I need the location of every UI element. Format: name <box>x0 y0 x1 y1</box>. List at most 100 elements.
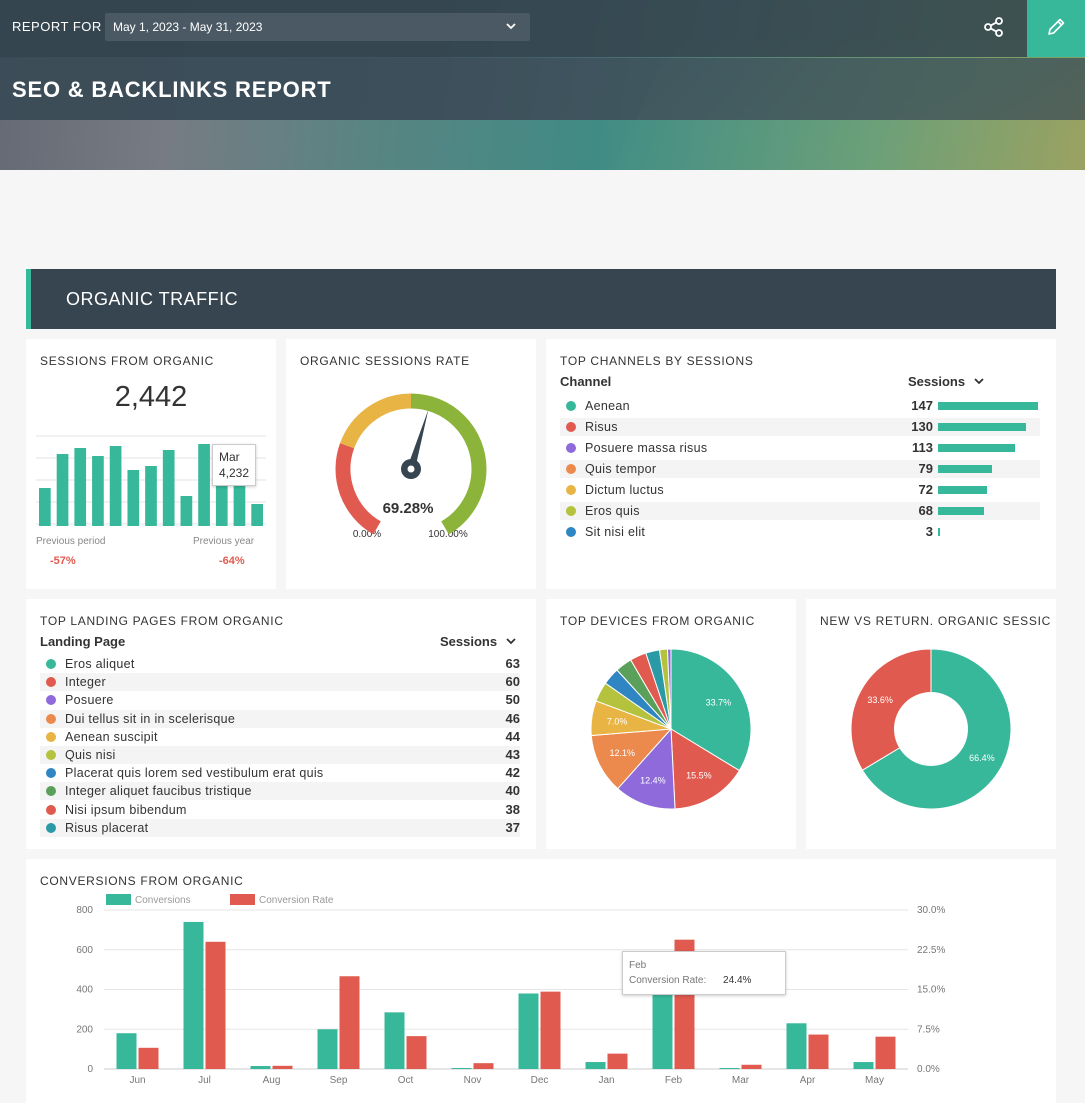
column-header-sessions[interactable]: Sessions <box>440 634 517 649</box>
bar-conversion-rate[interactable] <box>138 1047 159 1069</box>
bar-conversion-rate[interactable] <box>339 976 360 1069</box>
conversions-bar-chart[interactable]: Conversions Conversion Rate 0 0.0% 200 7.5% 40… <box>26 889 1056 1103</box>
item-label: Nisi ipsum bibendum <box>65 802 187 817</box>
bar-conversion-rate[interactable] <box>540 991 561 1069</box>
slice-label: 33.7% <box>706 697 732 707</box>
legend-dot <box>46 822 56 833</box>
bar[interactable] <box>215 486 228 526</box>
item-label: Aenean suscipit <box>65 729 158 744</box>
tooltip-value: 4,232 <box>219 466 250 480</box>
legend-dot <box>46 731 56 742</box>
edit-button[interactable] <box>1027 0 1085 57</box>
pie-slice[interactable] <box>670 648 752 772</box>
new-vs-return-donut-chart[interactable]: 66.4% 33.6% <box>806 639 1056 849</box>
column-header-label: Sessions <box>908 374 966 389</box>
list-item: Posuere 50 <box>40 691 520 709</box>
bar-conversion-rate[interactable] <box>473 1063 494 1069</box>
list-item: Dui tellus sit in in scelerisque 46 <box>40 709 520 728</box>
bar-conversions[interactable] <box>384 1012 405 1069</box>
donut-hole <box>894 692 968 766</box>
column-header-channel: Channel <box>560 374 612 389</box>
bar[interactable] <box>145 466 157 526</box>
bar[interactable] <box>39 488 51 526</box>
gauge-value: 69.28% <box>383 500 434 517</box>
bar-conversions[interactable] <box>518 993 539 1069</box>
share-icon[interactable] <box>983 16 1005 38</box>
banner-band <box>0 120 1085 170</box>
tooltip-label: Conversion Rate: <box>629 975 707 986</box>
item-label: Risus <box>585 420 618 434</box>
item-label: Integer aliquet faucibus tristique <box>65 784 252 799</box>
bar-conversions[interactable] <box>317 1029 338 1069</box>
list-item: Aenean 147 <box>560 397 1040 415</box>
bar-conversion-rate[interactable] <box>808 1034 829 1069</box>
pie-slice[interactable] <box>617 727 676 810</box>
item-label: Eros aliquet <box>65 657 135 671</box>
bar[interactable] <box>251 504 263 526</box>
pie-slice[interactable] <box>670 728 741 810</box>
sessions-bar-chart[interactable] <box>36 434 266 534</box>
bar[interactable] <box>162 450 175 526</box>
legend-dot <box>46 677 56 688</box>
conversions-tooltip: Feb Conversion Rate: 24.4% <box>622 951 786 995</box>
bar-conversions[interactable] <box>451 1068 472 1069</box>
bar[interactable] <box>109 446 122 526</box>
legend-dot <box>566 506 576 516</box>
item-label: Posuere <box>65 693 114 708</box>
legend-swatch <box>230 894 255 905</box>
date-range-select[interactable]: May 1, 2023 - May 31, 2023 <box>105 13 530 41</box>
bar[interactable] <box>233 482 246 526</box>
bar-conversions[interactable] <box>585 1062 606 1069</box>
item-label: Quis tempor <box>585 462 657 476</box>
pie-slice[interactable] <box>666 648 672 730</box>
bar-conversions[interactable] <box>250 1066 271 1069</box>
sessions-rate-gauge: 69.28% 0.00% 100.00% <box>335 393 487 540</box>
previous-year-label: Previous year <box>193 536 255 547</box>
bar[interactable] <box>92 456 104 526</box>
y-tick-right: 0.0% <box>917 1064 940 1075</box>
chevron-down-icon <box>506 638 516 645</box>
list-item: Quis tempor 79 <box>560 460 1040 478</box>
slice-label: 33.6% <box>867 695 893 705</box>
bar-conversions[interactable] <box>183 921 204 1069</box>
column-header-sessions[interactable]: Sessions <box>908 374 985 389</box>
bar-conversion-rate[interactable] <box>875 1036 896 1069</box>
page-title: SEO & BACKLINKS REPORT <box>12 77 332 102</box>
bar-conversion-rate[interactable] <box>272 1065 293 1069</box>
item-label: Sit nisi elit <box>585 525 646 539</box>
pie-slice[interactable] <box>590 728 673 790</box>
bar-conversions[interactable] <box>719 1068 740 1069</box>
legend-swatch <box>106 894 131 905</box>
bar[interactable] <box>198 444 210 526</box>
bar-conversion-rate[interactable] <box>406 1036 427 1069</box>
devices-pie-chart[interactable]: 33.7% 15.5% 12.4% 12.1% 7.0% <box>546 639 796 849</box>
gauge-segment-high <box>410 393 487 470</box>
gauge-hub-center <box>407 465 415 473</box>
gauge-max-label: 100.00% <box>428 529 468 540</box>
column-header-label: Sessions <box>440 634 498 649</box>
legend-dot <box>46 768 56 779</box>
legend-dot <box>566 443 576 453</box>
bar[interactable] <box>56 454 69 526</box>
bar[interactable] <box>180 496 193 526</box>
bar-conversions[interactable] <box>853 1062 874 1069</box>
bar-conversions[interactable] <box>786 1023 807 1069</box>
bar-conversions[interactable] <box>652 994 673 1069</box>
item-label: Placerat quis lorem sed vestibulum erat … <box>65 766 324 781</box>
bar-conversion-rate[interactable] <box>607 1053 628 1069</box>
card-title: CONVERSIONS FROM ORGANIC <box>40 874 244 888</box>
new-vs-return-card: NEW VS RETURN. ORGANIC SESSIC 66.4% 33.6% <box>806 599 1056 849</box>
bar-conversions[interactable] <box>116 1033 137 1069</box>
value-bar <box>938 444 1015 452</box>
bar-conversion-rate[interactable] <box>741 1064 762 1069</box>
legend-dot <box>566 485 576 495</box>
bar-conversion-rate[interactable] <box>205 941 226 1069</box>
list-item: Dictum luctus 72 <box>560 481 1040 499</box>
card-title: NEW VS RETURN. ORGANIC SESSIC <box>820 614 1051 628</box>
bar[interactable] <box>74 448 87 526</box>
item-value: 147 <box>911 398 933 413</box>
list-item: Sit nisi elit 3 <box>560 523 1040 541</box>
bar[interactable] <box>127 470 140 526</box>
y-tick-left: 0 <box>87 1064 93 1075</box>
item-label: Dui tellus sit in in scelerisque <box>65 711 236 726</box>
